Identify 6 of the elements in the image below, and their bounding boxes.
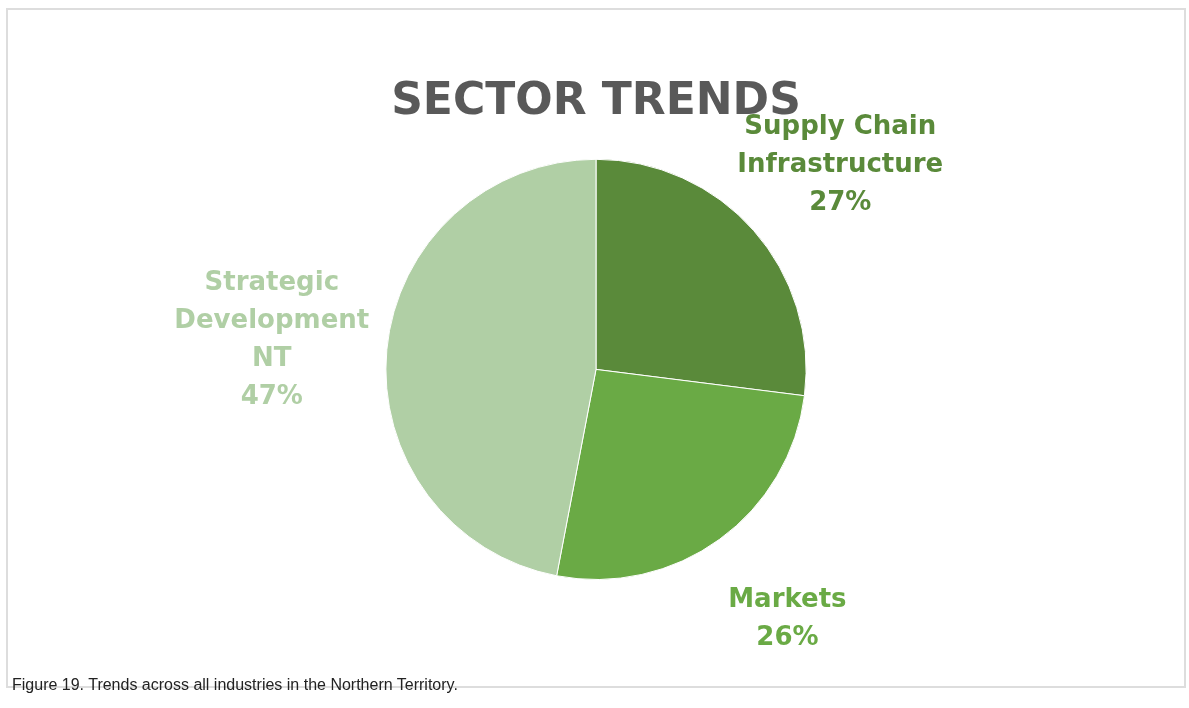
slice-label: Markets [728, 583, 847, 614]
data-label: 26% [756, 621, 819, 652]
caption: Figure 19. Trends across all industries in the Northern Territory. [12, 676, 458, 694]
slice-label: Strategic Development NT [174, 266, 370, 373]
data-label: 27% [809, 185, 872, 216]
data-label: 47% [240, 380, 303, 411]
